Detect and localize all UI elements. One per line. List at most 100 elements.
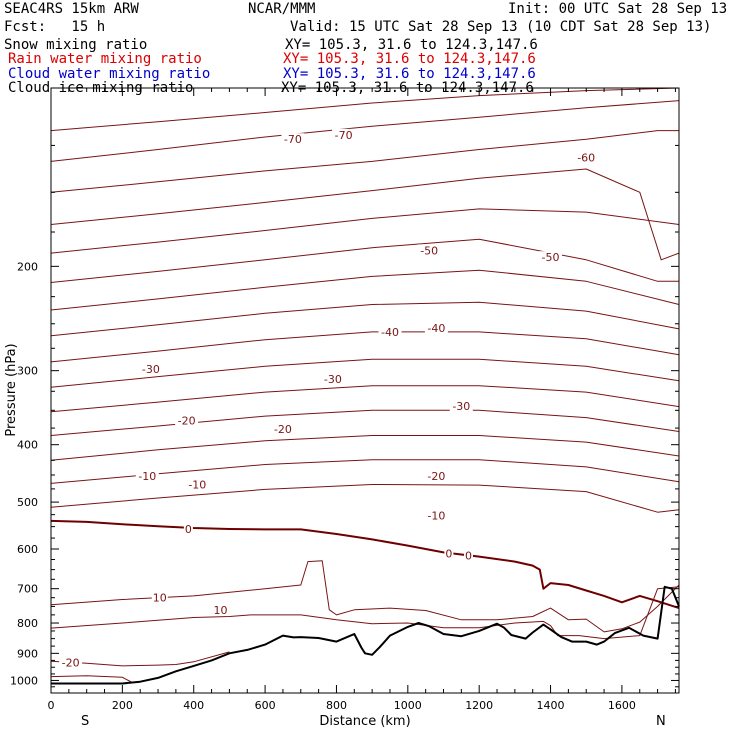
isotherm-line <box>50 238 679 283</box>
x-axis-ticks: 0 200 400 600 800 1000 1200 1400 1600 <box>48 88 676 712</box>
contour-label-bg <box>271 422 295 435</box>
x-tick-label: 800 <box>326 699 347 712</box>
isotherm-lines <box>50 87 680 684</box>
x-tick-label: 200 <box>112 699 133 712</box>
contour-label-bg <box>135 470 159 483</box>
y-tick-label: 900 <box>17 647 38 660</box>
contour-label: -20 <box>274 423 292 436</box>
contour-label: -70 <box>335 129 353 142</box>
contour-label-bg <box>378 325 402 338</box>
field-xy-cloud-water: XY= 105.3, 31.6 to 124.3,147.6 <box>283 66 536 82</box>
y-tick-label: 800 <box>17 617 38 630</box>
contour-label-bg <box>424 321 448 334</box>
isotherm-line <box>50 100 680 162</box>
end-label-south: S <box>81 714 89 729</box>
isotherm-line <box>50 269 680 311</box>
contour-label: -60 <box>577 152 595 165</box>
contour-label: -50 <box>420 244 438 257</box>
org-label: NCAR/MMM <box>248 1 316 17</box>
contour-label: -10 <box>427 510 445 523</box>
contour-label-bg <box>281 133 305 146</box>
contour-label: -30 <box>324 373 342 386</box>
contour-label: -50 <box>542 251 560 264</box>
forecast-hour: Fcst: 15 h <box>4 19 106 35</box>
contour-label: -30 <box>452 400 470 413</box>
end-label-north: N <box>656 714 666 729</box>
isotherm-line <box>50 130 679 193</box>
y-tick-label: 700 <box>17 583 38 596</box>
contour-label-bg <box>185 478 209 491</box>
contour-label: -20 <box>427 470 445 483</box>
contour-label: -10 <box>188 479 206 492</box>
contour-label-bg <box>183 523 193 535</box>
contour-label-bg <box>151 591 168 604</box>
contour-label-bg <box>212 603 229 616</box>
valid-time: Valid: 15 UTC Sat 28 Sep 13 (10 CDT Sat … <box>290 19 712 35</box>
contour-label: 0 <box>445 547 452 560</box>
isotherm-line <box>50 484 680 513</box>
init-time: Init: 00 UTC Sat 28 Sep 13 <box>508 1 728 17</box>
isotherm-zero <box>50 519 680 610</box>
plot-frame <box>50 87 680 694</box>
contour-label-bg <box>332 128 356 141</box>
x-tick-label: 0 <box>48 699 55 712</box>
contour-label: -40 <box>381 326 399 339</box>
contour-label: 0 <box>465 549 472 562</box>
contour-label-bg <box>139 362 163 375</box>
x-tick-label: 600 <box>255 699 276 712</box>
isotherm-line <box>50 651 230 667</box>
contour-label-bg <box>449 399 473 412</box>
contour-label: -20 <box>62 656 80 669</box>
contour-label-bg <box>175 414 199 427</box>
contour-label: -40 <box>427 322 445 335</box>
isotherm-line <box>50 435 680 461</box>
contour-label-bg <box>539 251 562 264</box>
field-name-cloud-water: Cloud water mixing ratio <box>8 66 211 82</box>
x-axis-label: Distance (km) <box>319 714 410 729</box>
isotherm-line <box>50 208 680 254</box>
contour-label: 10 <box>153 592 167 605</box>
isotherm-line <box>50 409 680 436</box>
contour-labels: -70 -70 -60 -50 -50 -40 -40 -30 -30 -30 -20 -20 -20 -… <box>59 128 598 669</box>
isotherm-line <box>50 358 680 388</box>
x-tick-label: 1600 <box>608 699 636 712</box>
contour-label-bg <box>444 547 454 560</box>
y-tick-label: 200 <box>17 260 38 273</box>
y-axis-label: Pressure (hPa) <box>4 343 19 436</box>
isotherm-line <box>50 87 680 132</box>
x-tick-label: 400 <box>183 699 204 712</box>
x-tick-label: 1200 <box>465 699 493 712</box>
contour-label: -20 <box>178 414 196 427</box>
contour-label-bg <box>417 244 441 257</box>
isotherm-line <box>50 675 134 684</box>
contour-label-bg <box>321 373 345 386</box>
field-name-snow: Snow mixing ratio <box>4 37 148 53</box>
terrain-line <box>51 585 680 685</box>
field-xy-snow: XY= 105.3, 31.6 to 124.3,147.6 <box>285 37 538 53</box>
contour-label: 10 <box>214 604 228 617</box>
isotherm-line <box>50 586 680 640</box>
contour-label: -10 <box>138 470 156 483</box>
contour-label-bg <box>424 509 448 522</box>
x-tick-label: 1000 <box>394 699 422 712</box>
contour-label: -70 <box>284 133 302 146</box>
isotherm-line <box>50 560 680 633</box>
contour-label-bg <box>424 470 448 483</box>
y-tick-label: 400 <box>17 439 38 452</box>
contour-label: -30 <box>142 363 160 376</box>
isotherm-line <box>50 168 680 261</box>
model-title: SEAC4RS 15km ARW <box>4 1 139 17</box>
y-tick-label: 500 <box>17 496 38 509</box>
terrain-profile <box>51 585 680 685</box>
field-xy-rain: XY= 105.3, 31.6 to 124.3,147.6 <box>283 51 536 67</box>
x-tick-label: 1400 <box>537 699 565 712</box>
y-tick-label: 1000 <box>10 674 38 687</box>
isotherm-line <box>50 301 680 337</box>
isotherm-line <box>50 331 680 363</box>
y-tick-label: 300 <box>17 365 38 378</box>
contour-label: 0 <box>185 523 192 536</box>
isotherm-line <box>50 385 680 413</box>
y-tick-label: 600 <box>17 543 38 556</box>
